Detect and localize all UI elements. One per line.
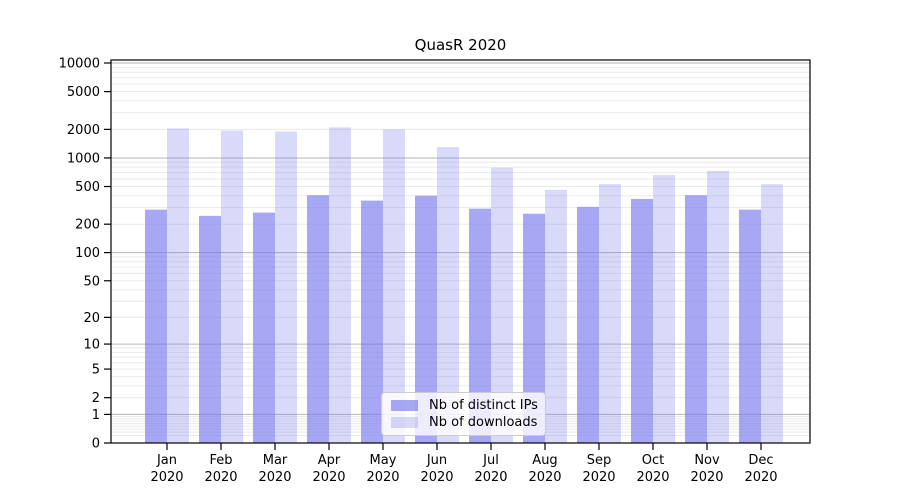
bar-apr-downloads bbox=[329, 127, 351, 444]
x-tick-label-year: 2020 bbox=[582, 470, 615, 485]
y-tick-label: 10000 bbox=[59, 56, 100, 71]
x-tick-label-year: 2020 bbox=[744, 470, 777, 485]
plot-frame bbox=[110, 59, 811, 444]
bar-apr-ips bbox=[307, 195, 329, 443]
x-tick-label-month: Nov bbox=[694, 453, 720, 468]
x-tick-label-month: May bbox=[370, 453, 397, 468]
y-tick-label: 5 bbox=[92, 363, 100, 378]
x-tick-label-month: Jun bbox=[426, 453, 447, 468]
x-tick-label-month: Jan bbox=[156, 453, 177, 468]
bar-mar-ips bbox=[253, 212, 275, 443]
x-tick-label-year: 2020 bbox=[420, 470, 453, 485]
series-downloads bbox=[167, 127, 783, 444]
y-tick-label: 20 bbox=[83, 311, 100, 326]
series-distinct-ips bbox=[145, 195, 761, 443]
y-tick-label: 0 bbox=[92, 437, 100, 452]
bar-jun-ips bbox=[415, 195, 437, 443]
bar-sep-downloads bbox=[599, 184, 621, 443]
x-tick-label-year: 2020 bbox=[366, 470, 399, 485]
y-tick-label: 1 bbox=[92, 408, 100, 423]
x-tick-label-month: Jul bbox=[482, 453, 499, 468]
bar-feb-downloads bbox=[221, 130, 243, 444]
legend-item-downloads: Nb of downloads bbox=[391, 415, 538, 430]
x-tick-label-year: 2020 bbox=[150, 470, 183, 485]
y-tick-label: 2000 bbox=[67, 123, 100, 138]
bar-jul-ips bbox=[469, 208, 491, 443]
bar-nov-ips bbox=[685, 195, 707, 443]
bar-jun-downloads bbox=[437, 147, 459, 443]
bar-may-ips bbox=[361, 200, 383, 443]
bar-jan-downloads bbox=[167, 128, 189, 443]
x-tick-label-year: 2020 bbox=[474, 470, 507, 485]
y-tick-label: 10 bbox=[83, 338, 100, 353]
x-tick-label-month: Apr bbox=[318, 453, 341, 468]
x-tick-label-year: 2020 bbox=[690, 470, 723, 485]
chart-title: QuasR 2020 bbox=[414, 36, 507, 54]
bar-dec-downloads bbox=[761, 184, 783, 443]
bar-mar-downloads bbox=[275, 131, 297, 443]
downloads-swatch-icon bbox=[391, 417, 418, 428]
x-tick-label-year: 2020 bbox=[636, 470, 669, 485]
y-tick-label: 50 bbox=[83, 274, 100, 289]
y-tick-label: 1000 bbox=[67, 151, 100, 166]
bar-dec-ips bbox=[739, 209, 761, 443]
bar-may-downloads bbox=[383, 129, 405, 443]
bar-oct-ips bbox=[631, 198, 653, 443]
x-tick-label-month: Mar bbox=[263, 453, 288, 468]
bar-feb-ips bbox=[199, 215, 221, 443]
y-tick-label: 5000 bbox=[67, 85, 100, 100]
x-tick-label-month: Sep bbox=[587, 453, 612, 468]
x-tick-label-month: Aug bbox=[532, 453, 557, 468]
x-tick-label-year: 2020 bbox=[528, 470, 561, 485]
y-tick-label: 100 bbox=[75, 246, 100, 261]
x-tick-label-month: Oct bbox=[642, 453, 664, 468]
x-tick-label-year: 2020 bbox=[312, 470, 345, 485]
y-tick-label: 200 bbox=[75, 218, 100, 233]
x-tick-label-year: 2020 bbox=[204, 470, 237, 485]
y-tick-label: 500 bbox=[75, 180, 100, 195]
bar-oct-downloads bbox=[653, 175, 675, 443]
bar-nov-downloads bbox=[707, 170, 729, 443]
legend-item-distinct-ips: Nb of distinct IPs bbox=[391, 398, 538, 413]
y-axis: 0 1 2 5 10 20 50 100 200 500 1000 2000 5000 10000 bbox=[59, 56, 111, 452]
bar-aug-downloads bbox=[545, 189, 567, 443]
x-tick-label-year: 2020 bbox=[258, 470, 291, 485]
x-tick-label-month: Dec bbox=[748, 453, 773, 468]
bar-jan-ips bbox=[145, 209, 167, 443]
y-tick-label: 2 bbox=[92, 391, 100, 406]
bar-jul-downloads bbox=[491, 167, 513, 444]
distinct-ips-swatch-icon bbox=[391, 400, 418, 411]
legend: Nb of distinct IPs Nb of downloads bbox=[381, 392, 546, 436]
bar-aug-ips bbox=[523, 213, 545, 443]
legend-label-downloads: Nb of downloads bbox=[429, 415, 538, 430]
x-axis: Jan 2020 Feb 2020 Mar 2020 Apr 2020 May 2020 Jun 20… bbox=[150, 443, 778, 485]
legend-label-distinct-ips: Nb of distinct IPs bbox=[429, 398, 538, 413]
bar-sep-ips bbox=[577, 206, 599, 443]
x-tick-label-month: Feb bbox=[209, 453, 232, 468]
